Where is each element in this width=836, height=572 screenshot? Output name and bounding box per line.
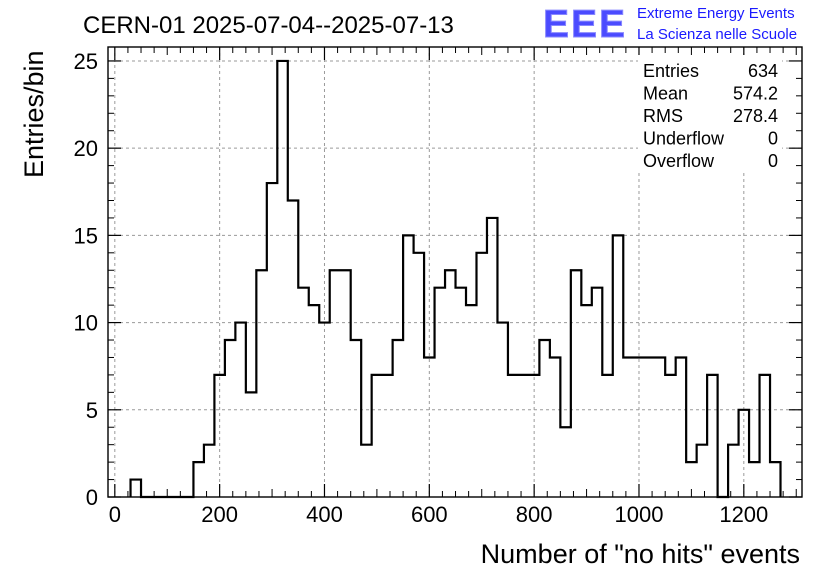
- y-tick-label: 0: [86, 485, 98, 510]
- tick-labels: 0 200 400 600 800 1000 1200 0 5 10 15 20 25: [74, 49, 769, 527]
- stats-box: Entries 634 Mean 574.2 RMS 278.4 Underflow 0 Ove…: [638, 55, 782, 173]
- x-tick-label: 1000: [615, 502, 664, 527]
- x-axis-title: Number of "no hits" events: [481, 539, 800, 569]
- histogram-series: [129, 59, 782, 499]
- y-axis-title: Entries/bin: [19, 50, 49, 178]
- stats-label: Mean: [643, 84, 688, 104]
- stats-background: [638, 55, 782, 173]
- eee-logo: EEE Extreme Energy Events La Scienza nel…: [543, 3, 798, 47]
- chart-title: CERN-01 2025-07-04--2025-07-13: [83, 12, 454, 39]
- y-tick-label: 25: [74, 49, 98, 74]
- stats-label: Underflow: [643, 129, 725, 149]
- y-tick-label: 15: [74, 223, 98, 248]
- plot-frame: [107, 46, 803, 498]
- stats-value: 0: [768, 129, 778, 149]
- x-tick-label: 0: [109, 502, 121, 527]
- stats-entries: Entries 634 Mean 574.2 RMS 278.4 Underflow 0 Ove…: [643, 61, 778, 171]
- stats-value: 574.2: [733, 84, 778, 104]
- stats-label: RMS: [643, 106, 683, 126]
- x-tick-label: 200: [201, 502, 238, 527]
- stats-value: 634: [748, 61, 778, 81]
- y-tick-label: 10: [74, 311, 98, 336]
- y-tick-label: 5: [86, 398, 98, 423]
- x-tick-label: 600: [411, 502, 448, 527]
- x-tick-label: 400: [306, 502, 343, 527]
- stats-value: 0: [768, 151, 778, 171]
- stats-label: Entries: [643, 61, 699, 81]
- stats-label: Overflow: [643, 151, 715, 171]
- eee-logo-mark: EEE: [543, 3, 627, 46]
- stats-value: 278.4: [733, 106, 778, 126]
- x-tick-label: 800: [516, 502, 553, 527]
- y-tick-label: 20: [74, 136, 98, 161]
- logo-line-2: La Scienza nelle Scuole: [637, 26, 797, 43]
- x-tick-label: 1200: [719, 502, 768, 527]
- logo-line-1: Extreme Energy Events: [637, 5, 795, 22]
